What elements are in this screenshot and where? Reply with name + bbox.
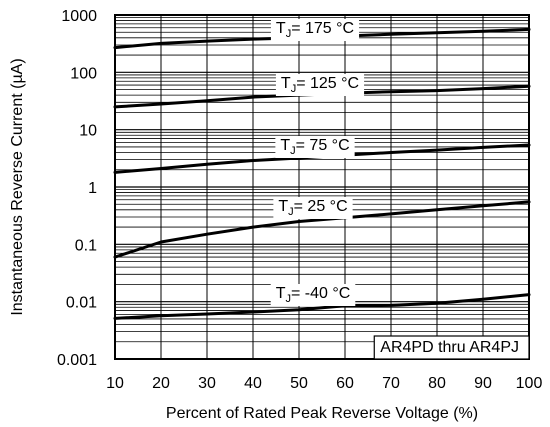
series-label-text: TJ= -40 °C	[276, 285, 351, 305]
x-tick-label: 40	[244, 375, 262, 392]
chart-annotation: AR4PD thru AR4PJ	[373, 335, 530, 360]
series-label: TJ= -40 °C	[270, 284, 356, 306]
series-line	[113, 200, 531, 259]
x-tick-label: 70	[382, 375, 400, 392]
x-tick-label: 50	[290, 375, 308, 392]
x-tick-label: 10	[106, 375, 124, 392]
plot-area-frame	[114, 14, 530, 360]
y-tick-label: 0.01	[66, 295, 97, 312]
series-line	[113, 293, 531, 320]
device-range-annotation: AR4PD thru AR4PJ	[373, 335, 530, 360]
series-label-background	[273, 197, 353, 219]
y-tick-label: 1000	[61, 8, 97, 25]
series-label-background	[275, 74, 365, 96]
series-label-text: TJ= 125 °C	[281, 75, 359, 95]
grid-lines	[114, 15, 530, 360]
x-tick-label: 90	[474, 375, 492, 392]
x-tick-label: 80	[428, 375, 446, 392]
series-label: TJ= 25 °C	[273, 197, 353, 219]
y-axis-label: Instantaneous Reverse Current (µA)	[9, 58, 26, 315]
x-tick-label: 20	[152, 375, 170, 392]
y-tick-label: 100	[70, 65, 97, 82]
series-label: TJ= 175 °C	[270, 19, 360, 41]
y-tick-label: 0.001	[57, 352, 97, 369]
series-label: TJ= 75 °C	[275, 136, 355, 158]
series-label-text: TJ= 175 °C	[276, 20, 354, 40]
x-tick-label: 60	[336, 375, 354, 392]
annotation-box	[373, 335, 530, 360]
series-label-background	[275, 136, 355, 158]
annotation-text: AR4PD thru AR4PJ	[380, 339, 519, 356]
series-labels: TJ= 175 °C TJ= 125 °C TJ= 75 °C TJ= 25 °C TJ…	[270, 19, 365, 306]
series-label-background	[270, 19, 360, 41]
tick-labels: 10 20 30 40 50 60 70 80 90 100 0.001 0.01 0.1 1 10 100 1…	[57, 8, 542, 392]
series-label: TJ= 125 °C	[275, 74, 365, 96]
series-label-background	[270, 284, 356, 306]
x-axis-label: Percent of Rated Peak Reverse Voltage (%…	[166, 405, 478, 422]
y-tick-label: 10	[79, 123, 97, 140]
series-label-text: TJ= 25 °C	[278, 198, 347, 218]
x-tick-label: 30	[198, 375, 216, 392]
series-label-text: TJ= 75 °C	[280, 137, 349, 157]
y-tick-label: 1	[88, 180, 97, 197]
y-tick-label: 0.1	[75, 237, 97, 254]
x-tick-label: 100	[516, 375, 543, 392]
